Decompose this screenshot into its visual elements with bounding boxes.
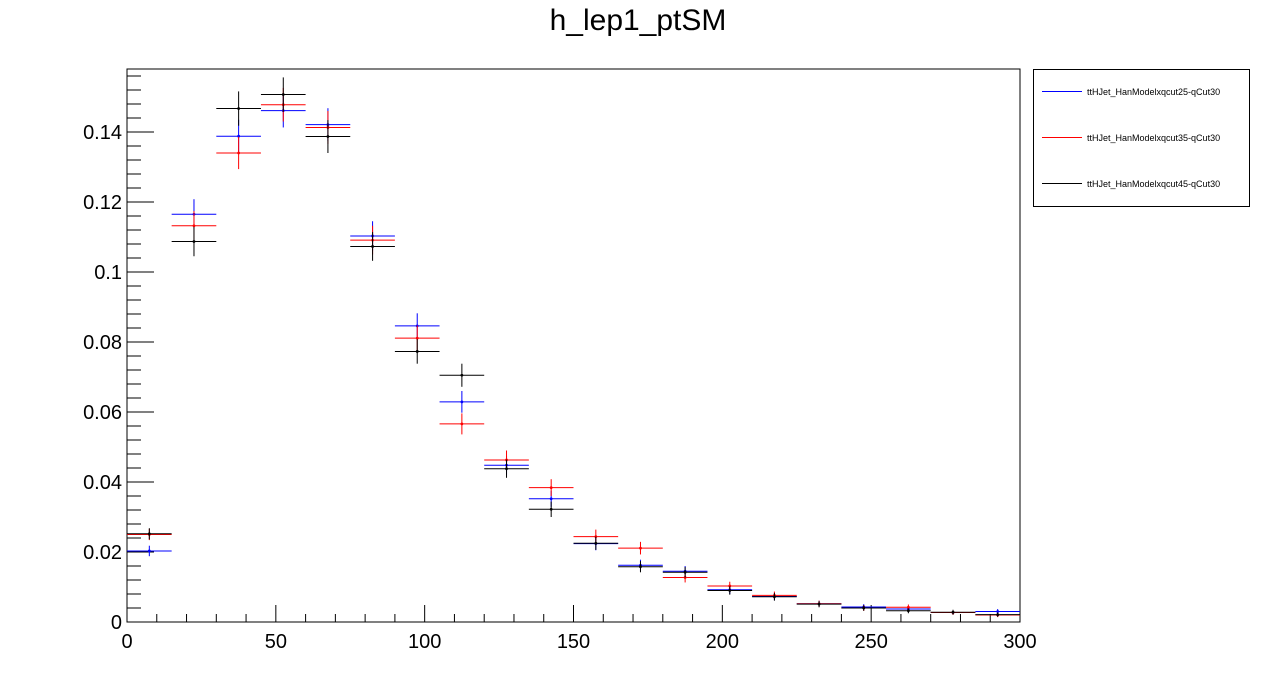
x-tick-label: 300: [1003, 631, 1036, 653]
data-marker: [147, 549, 151, 553]
data-marker: [415, 350, 419, 353]
y-tick-label: 0.1: [94, 262, 122, 284]
data-point: [573, 536, 619, 550]
y-tick-label: 0.02: [83, 542, 122, 564]
x-tick-label: 200: [706, 631, 739, 653]
data-marker: [728, 589, 732, 592]
data-point: [439, 391, 485, 413]
data-point: [305, 120, 351, 153]
data-marker: [639, 546, 642, 550]
data-marker: [906, 605, 910, 609]
data-marker: [906, 609, 910, 613]
data-marker: [549, 507, 553, 511]
legend-label-series-2: ttHJet_HanModelxqcut35-qCut30: [1087, 133, 1221, 143]
data-point: [796, 601, 842, 608]
x-tick-label: 150: [557, 631, 590, 653]
data-marker: [817, 602, 821, 606]
data-point: [930, 609, 976, 615]
data-point: [528, 501, 574, 517]
data-marker: [549, 486, 553, 489]
legend-label-series-1: ttHJet_HanModelxqcut25-qCut30: [1087, 87, 1221, 97]
data-marker: [371, 245, 374, 248]
x-tick-label: 250: [854, 631, 887, 653]
x-tick-label: 50: [265, 631, 287, 653]
data-marker: [996, 613, 1000, 617]
y-tick-label: 0.12: [83, 192, 122, 214]
series-2: [127, 87, 1020, 618]
y-tick-label: 0.06: [83, 402, 122, 424]
data-marker: [281, 93, 285, 96]
legend-label-series-3: ttHJet_HanModelxqcut45-qCut30: [1087, 179, 1221, 189]
data-marker: [147, 532, 151, 536]
data-point: [350, 232, 395, 261]
data-marker: [549, 497, 553, 501]
data-point: [216, 136, 261, 170]
x-tick-label: 0: [121, 631, 132, 653]
data-marker: [996, 610, 1000, 613]
data-point: [394, 339, 440, 364]
data-point: [752, 592, 797, 601]
data-marker: [237, 134, 241, 138]
data-point: [975, 612, 1020, 617]
data-point: [216, 91, 261, 126]
data-point: [260, 77, 306, 112]
data-marker: [460, 400, 464, 404]
data-marker: [237, 151, 241, 155]
data-marker: [415, 336, 419, 340]
data-point: [618, 541, 663, 555]
data-marker: [460, 373, 464, 377]
data-marker: [683, 570, 687, 574]
data-point: [439, 413, 485, 435]
data-point: [707, 586, 753, 595]
legend: ttHJet_HanModelxqcut25-qCut30 ttHJet_Han…: [1033, 69, 1250, 207]
data-marker: [594, 541, 598, 545]
data-marker: [192, 240, 196, 243]
data-marker: [773, 595, 776, 599]
data-point: [886, 608, 931, 614]
data-marker: [326, 135, 330, 138]
plot-frame: [126, 68, 1021, 623]
data-point: [439, 363, 485, 387]
data-marker: [192, 224, 196, 228]
data-point: [618, 561, 663, 573]
data-marker: [728, 584, 732, 588]
data-marker: [951, 610, 955, 614]
y-tick-label: 0.04: [83, 472, 122, 494]
series-3: [127, 77, 1020, 617]
data-marker: [862, 606, 866, 610]
y-tick-label: 0: [111, 612, 122, 634]
legend-swatch-series-2: [1042, 137, 1082, 138]
data-point: [662, 567, 708, 578]
data-point: [528, 479, 574, 496]
data-marker: [639, 565, 642, 569]
data-marker: [460, 422, 464, 426]
data-point: [484, 459, 529, 478]
data-point: [127, 545, 172, 557]
data-point: [127, 528, 172, 540]
data-marker: [505, 467, 508, 471]
x-tick-label: 100: [408, 631, 441, 653]
legend-swatch-series-3: [1042, 183, 1082, 184]
data-point: [171, 226, 217, 257]
legend-swatch-series-1: [1042, 91, 1082, 92]
data-marker: [237, 107, 241, 110]
y-tick-label: 0.08: [83, 332, 122, 354]
y-tick-label: 0.14: [83, 122, 122, 144]
data-point: [841, 605, 887, 611]
chart-title: h_lep1_ptSM: [549, 4, 727, 37]
